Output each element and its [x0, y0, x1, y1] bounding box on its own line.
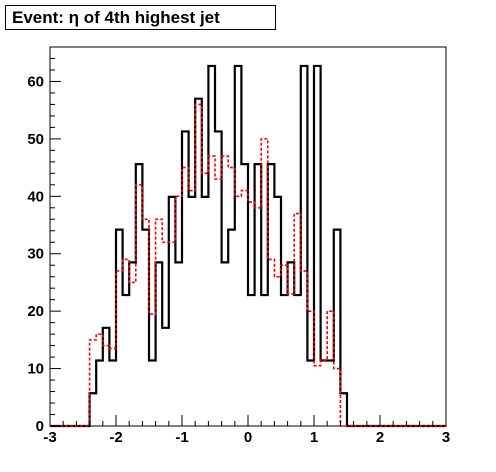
x-tick-label: -2	[109, 429, 122, 446]
x-tick-label: 2	[376, 429, 384, 446]
y-tick-label: 60	[27, 73, 44, 90]
chart-title: Event: η of 4th highest jet	[5, 5, 276, 30]
y-tick-label: 10	[27, 361, 44, 378]
y-tick-label: 20	[27, 303, 44, 320]
x-tick-label: 0	[244, 429, 252, 446]
series-1-histogram	[50, 64, 446, 428]
x-tick-label: 1	[310, 429, 318, 446]
x-tick-label: -3	[43, 429, 56, 446]
x-tick-label: 3	[442, 429, 450, 446]
y-tick-label: 0	[36, 418, 44, 435]
x-tick-label: -1	[175, 429, 188, 446]
y-tick-label: 40	[27, 188, 44, 205]
y-tick-label: 50	[27, 131, 44, 148]
series-2-histogram	[50, 103, 446, 427]
y-tick-label: 30	[27, 246, 44, 263]
